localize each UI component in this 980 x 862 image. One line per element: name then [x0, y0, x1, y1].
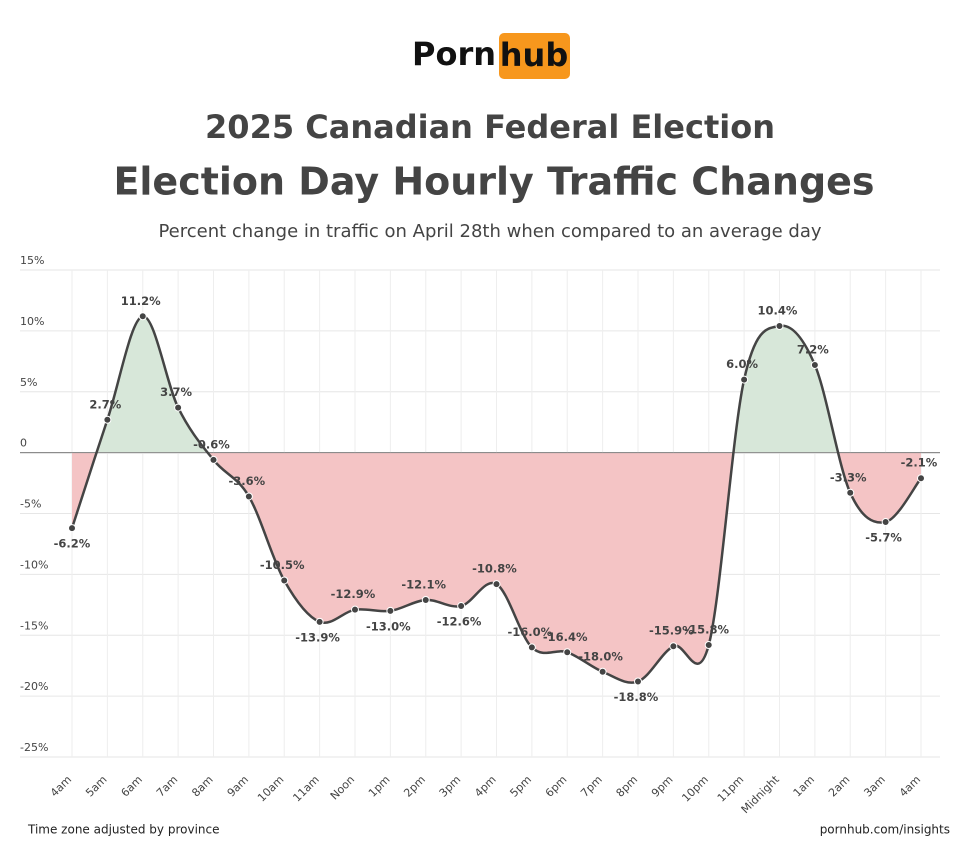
value-label: -5.7% — [865, 531, 902, 545]
point — [351, 605, 359, 614]
y-tick-label: 0 — [20, 437, 27, 450]
value-label: -3.6% — [229, 474, 266, 488]
value-label: -18.0% — [578, 649, 623, 663]
y-tick-label: 5% — [20, 376, 37, 389]
chart-description: Percent change in traffic on April 28th … — [158, 221, 821, 242]
chart-subtitle: Election Day Hourly Traffic Changes — [113, 160, 874, 204]
point — [244, 492, 253, 501]
logo-right: hub — [500, 36, 568, 74]
x-tick-label: 7pm — [578, 773, 605, 800]
x-tick-label: 1am — [791, 773, 817, 799]
point — [740, 375, 749, 384]
point — [421, 595, 430, 604]
x-tick-label: 5pm — [507, 773, 534, 800]
x-tick-label: 4pm — [472, 773, 499, 800]
logo-badge — [499, 33, 570, 79]
value-label: -15.8% — [684, 622, 729, 636]
value-label: -16.4% — [543, 630, 588, 644]
footer-right: pornhub.com/insights — [820, 823, 950, 837]
logo-left: Porn — [412, 35, 496, 73]
point — [810, 360, 819, 369]
point — [457, 602, 466, 611]
value-label: 11.2% — [121, 294, 161, 308]
y-tick-label: -20% — [20, 680, 48, 693]
point — [917, 474, 925, 483]
value-label: -18.8% — [614, 690, 659, 704]
point — [563, 648, 572, 657]
x-tick-label: 11am — [290, 773, 321, 804]
x-tick-label: 4am — [48, 773, 74, 799]
value-label: -13.9% — [295, 630, 340, 644]
point — [315, 617, 324, 626]
positive-area — [72, 316, 921, 453]
value-label: -0.6% — [193, 437, 230, 451]
x-tick-label: 6am — [118, 773, 144, 799]
y-tick-label: -10% — [20, 558, 48, 571]
value-label: -15.9% — [649, 624, 694, 638]
value-label: 10.4% — [758, 304, 798, 318]
x-tick-label: 7am — [154, 773, 180, 799]
x-tick-label: 6pm — [543, 773, 570, 800]
x-tick-label: 9pm — [649, 773, 676, 800]
value-label: -6.2% — [54, 537, 91, 551]
point — [174, 403, 183, 412]
value-label: 3.7% — [160, 385, 192, 399]
value-label: -12.9% — [331, 587, 376, 601]
x-tick-label: Noon — [328, 773, 357, 802]
point — [634, 677, 642, 686]
value-label: -13.0% — [366, 619, 411, 633]
value-label: -3.3% — [830, 470, 867, 484]
point — [103, 415, 112, 424]
value-label: -16.0% — [508, 625, 553, 639]
x-tick-label: 10pm — [679, 773, 711, 805]
x-tick-label: 2am — [826, 773, 852, 799]
y-tick-label: -15% — [20, 619, 48, 632]
x-tick-label: 11pm — [715, 773, 747, 805]
point — [881, 518, 890, 527]
point — [527, 643, 536, 652]
x-tick-label: 10am — [255, 773, 286, 804]
x-tick-label: 8pm — [614, 773, 641, 800]
point — [704, 640, 713, 649]
x-tick-label: Midnight — [739, 773, 782, 816]
x-tick-label: 2pm — [401, 773, 428, 800]
x-tick-label: 9am — [225, 773, 251, 799]
x-tick-label: 8am — [189, 773, 215, 799]
x-tick-label: 3pm — [437, 773, 464, 800]
chart-title: 2025 Canadian Federal Election — [205, 108, 775, 146]
point — [209, 455, 218, 464]
point — [68, 524, 76, 533]
value-label: -12.1% — [401, 577, 446, 591]
y-tick-label: -25% — [20, 741, 48, 754]
x-tick-label: 3am — [861, 773, 887, 799]
point — [598, 667, 607, 676]
negative-area — [72, 452, 921, 683]
y-tick-label: -5% — [20, 498, 41, 511]
point — [138, 312, 147, 321]
y-tick-label: 15% — [20, 254, 44, 267]
value-label: -12.6% — [437, 615, 482, 629]
point — [280, 576, 289, 585]
point — [669, 642, 678, 651]
value-label: -2.1% — [901, 456, 938, 470]
point — [386, 606, 395, 615]
value-label: -10.8% — [472, 562, 517, 576]
point — [492, 580, 501, 589]
point — [846, 488, 855, 497]
point — [775, 322, 784, 331]
footer-left: Time zone adjusted by province — [27, 823, 220, 837]
x-tick-label: 5am — [83, 773, 109, 799]
y-tick-label: 10% — [20, 315, 44, 328]
value-label: -10.5% — [260, 558, 305, 572]
value-label: 6.0% — [726, 357, 758, 371]
value-label: 2.7% — [89, 397, 121, 411]
value-label: 7.2% — [797, 342, 829, 356]
x-tick-label: 4am — [897, 773, 923, 799]
x-tick-label: 1pm — [366, 773, 393, 800]
